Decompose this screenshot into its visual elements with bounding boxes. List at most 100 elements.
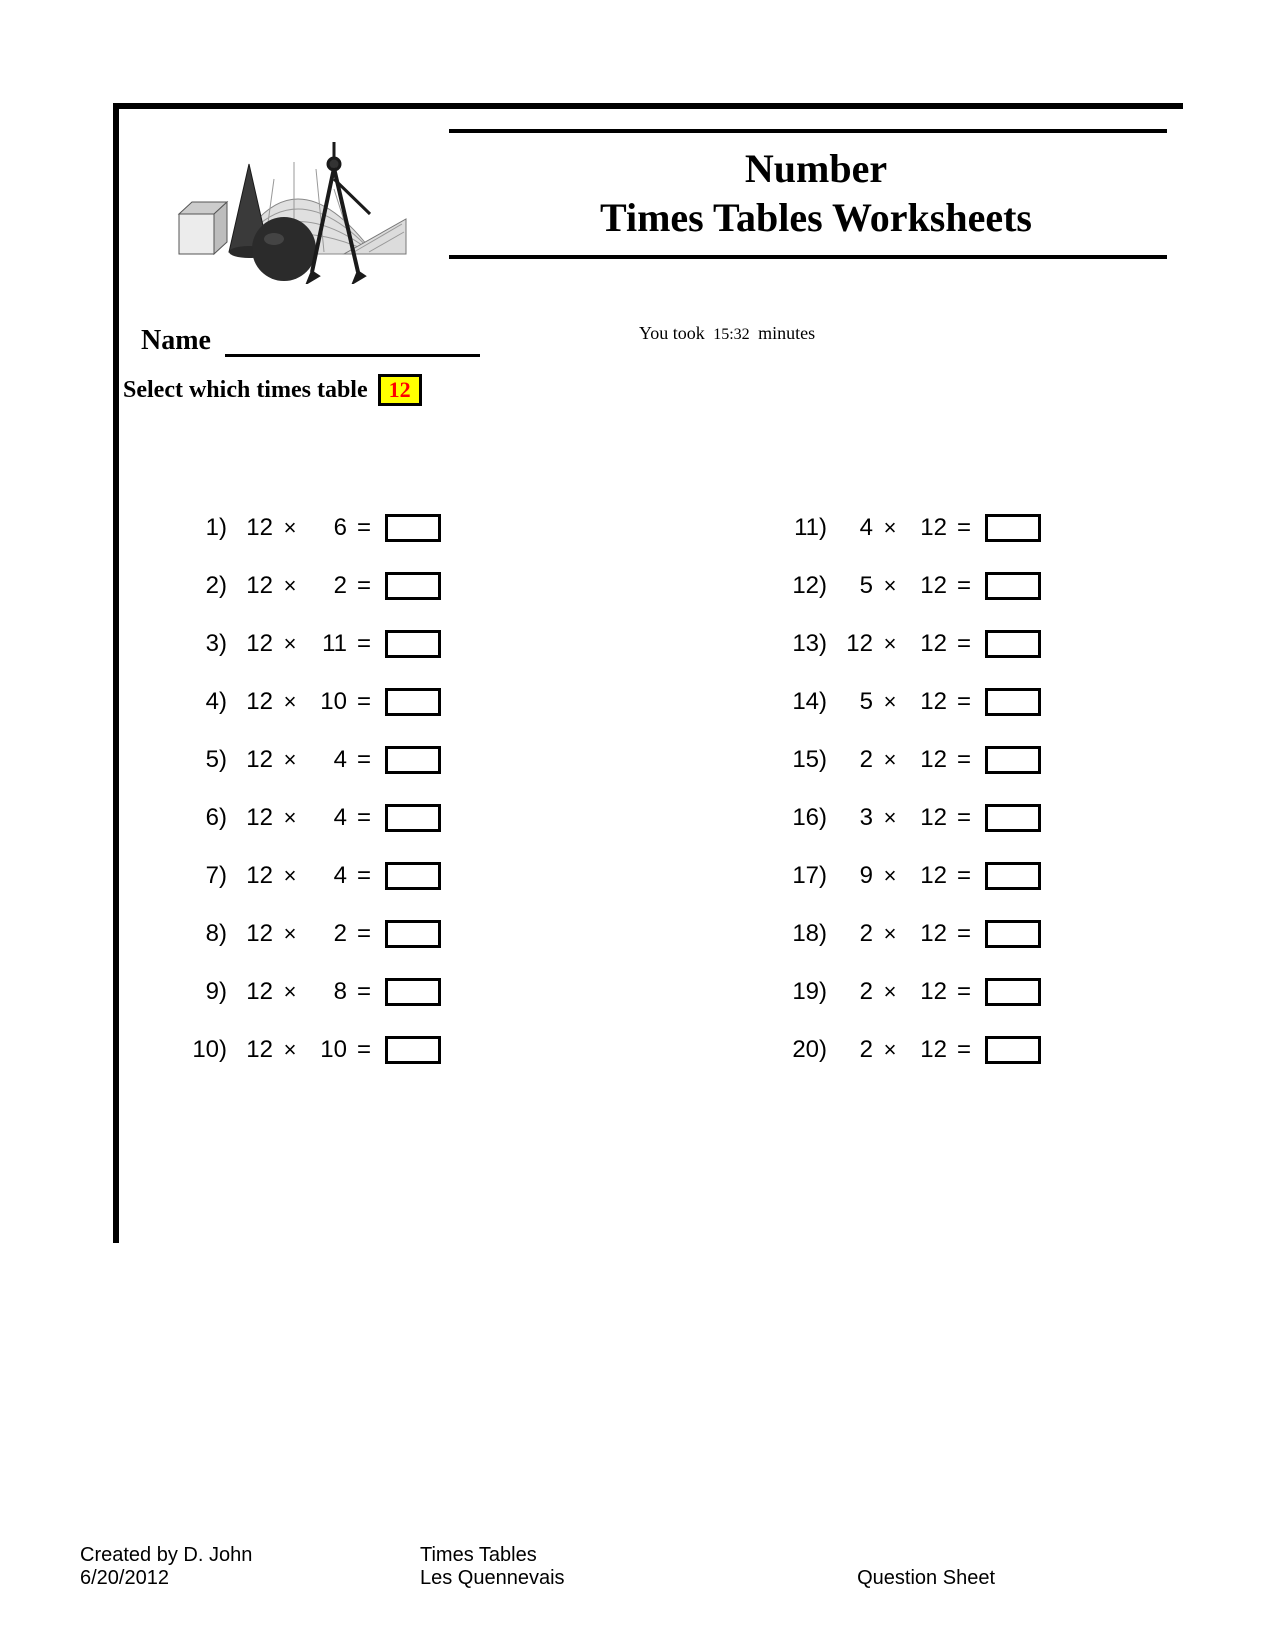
multiply-symbol: × (873, 631, 907, 657)
problem-number: 14) (789, 688, 833, 716)
equals-symbol: = (347, 514, 381, 542)
answer-box[interactable] (985, 630, 1041, 658)
equals-symbol: = (347, 572, 381, 600)
answer-box[interactable] (985, 978, 1041, 1006)
problem-row: 13)12×12= (789, 615, 1149, 673)
multiply-symbol: × (273, 1037, 307, 1063)
operand-b: 2 (307, 572, 347, 600)
operand-b: 12 (907, 862, 947, 890)
answer-box[interactable] (385, 514, 441, 542)
footer: Created by D. John 6/20/2012 Times Table… (80, 1544, 1195, 1590)
operand-b: 12 (907, 514, 947, 542)
answer-box[interactable] (385, 1036, 441, 1064)
problem-number: 17) (789, 862, 833, 890)
multiply-symbol: × (873, 805, 907, 831)
problem-number: 19) (789, 978, 833, 1006)
multiply-symbol: × (873, 921, 907, 947)
operand-a: 2 (833, 920, 873, 948)
problem-row: 6)12×4= (189, 789, 549, 847)
answer-box[interactable] (385, 688, 441, 716)
operand-b: 11 (307, 630, 347, 658)
multiply-symbol: × (873, 979, 907, 1005)
problem-row: 14)5×12= (789, 673, 1149, 731)
equals-symbol: = (347, 746, 381, 774)
problem-number: 18) (789, 920, 833, 948)
problem-number: 10) (189, 1036, 233, 1064)
multiply-symbol: × (873, 515, 907, 541)
footer-author: Created by D. John (80, 1544, 420, 1567)
multiply-symbol: × (273, 805, 307, 831)
multiply-symbol: × (273, 689, 307, 715)
problem-number: 8) (189, 920, 233, 948)
answer-box[interactable] (385, 746, 441, 774)
equals-symbol: = (947, 688, 981, 716)
answer-box[interactable] (985, 746, 1041, 774)
header: Number Times Tables Worksheets (119, 109, 1183, 289)
answer-box[interactable] (385, 862, 441, 890)
equals-symbol: = (347, 804, 381, 832)
operand-a: 12 (233, 514, 273, 542)
equals-symbol: = (947, 920, 981, 948)
geometry-logo-icon (174, 134, 409, 284)
multiply-symbol: × (873, 747, 907, 773)
equals-symbol: = (347, 920, 381, 948)
name-input-line[interactable] (225, 329, 480, 357)
problem-row: 8)12×2= (189, 905, 549, 963)
operand-a: 9 (833, 862, 873, 890)
answer-box[interactable] (385, 572, 441, 600)
answer-box[interactable] (985, 862, 1041, 890)
problems-column-left: 1)12×6=2)12×2=3)12×11=4)12×10=5)12×4=6)1… (189, 499, 549, 1079)
footer-center-2: Les Quennevais (420, 1567, 760, 1590)
problem-row: 20)2×12= (789, 1021, 1149, 1079)
operand-a: 12 (833, 630, 873, 658)
operand-b: 12 (907, 746, 947, 774)
operand-b: 4 (307, 862, 347, 890)
title-line-1: Number (449, 145, 1183, 192)
operand-b: 6 (307, 514, 347, 542)
operand-b: 12 (907, 630, 947, 658)
operand-a: 12 (233, 688, 273, 716)
operand-a: 12 (233, 630, 273, 658)
operand-a: 12 (233, 862, 273, 890)
operand-a: 12 (233, 746, 273, 774)
answer-box[interactable] (985, 804, 1041, 832)
problem-row: 17)9×12= (789, 847, 1149, 905)
footer-left: Created by D. John 6/20/2012 (80, 1544, 420, 1590)
operand-b: 12 (907, 920, 947, 948)
problem-number: 20) (789, 1036, 833, 1064)
operand-a: 2 (833, 978, 873, 1006)
problem-number: 5) (189, 746, 233, 774)
problem-row: 7)12×4= (189, 847, 549, 905)
answer-box[interactable] (985, 688, 1041, 716)
problem-row: 9)12×8= (189, 963, 549, 1021)
answer-box[interactable] (385, 920, 441, 948)
problem-row: 11)4×12= (789, 499, 1149, 557)
answer-box[interactable] (385, 804, 441, 832)
footer-center-1: Times Tables (420, 1544, 760, 1567)
problem-number: 15) (789, 746, 833, 774)
multiply-symbol: × (273, 573, 307, 599)
answer-box[interactable] (985, 572, 1041, 600)
timer-value: 15:32 (713, 326, 749, 343)
times-table-selector[interactable]: 12 (378, 374, 422, 406)
answer-box[interactable] (985, 1036, 1041, 1064)
answer-box[interactable] (385, 630, 441, 658)
equals-symbol: = (947, 572, 981, 600)
operand-b: 4 (307, 804, 347, 832)
answer-box[interactable] (985, 920, 1041, 948)
problem-row: 10)12×10= (189, 1021, 549, 1079)
answer-box[interactable] (385, 978, 441, 1006)
problem-row: 5)12×4= (189, 731, 549, 789)
operand-b: 8 (307, 978, 347, 1006)
operand-a: 2 (833, 1036, 873, 1064)
answer-box[interactable] (985, 514, 1041, 542)
problem-number: 2) (189, 572, 233, 600)
multiply-symbol: × (273, 979, 307, 1005)
problem-number: 6) (189, 804, 233, 832)
footer-center: Times Tables Les Quennevais (420, 1544, 760, 1590)
problem-row: 1)12×6= (189, 499, 549, 557)
problem-row: 4)12×10= (189, 673, 549, 731)
footer-right: Question Sheet (760, 1567, 1195, 1590)
operand-a: 5 (833, 688, 873, 716)
multiply-symbol: × (873, 863, 907, 889)
